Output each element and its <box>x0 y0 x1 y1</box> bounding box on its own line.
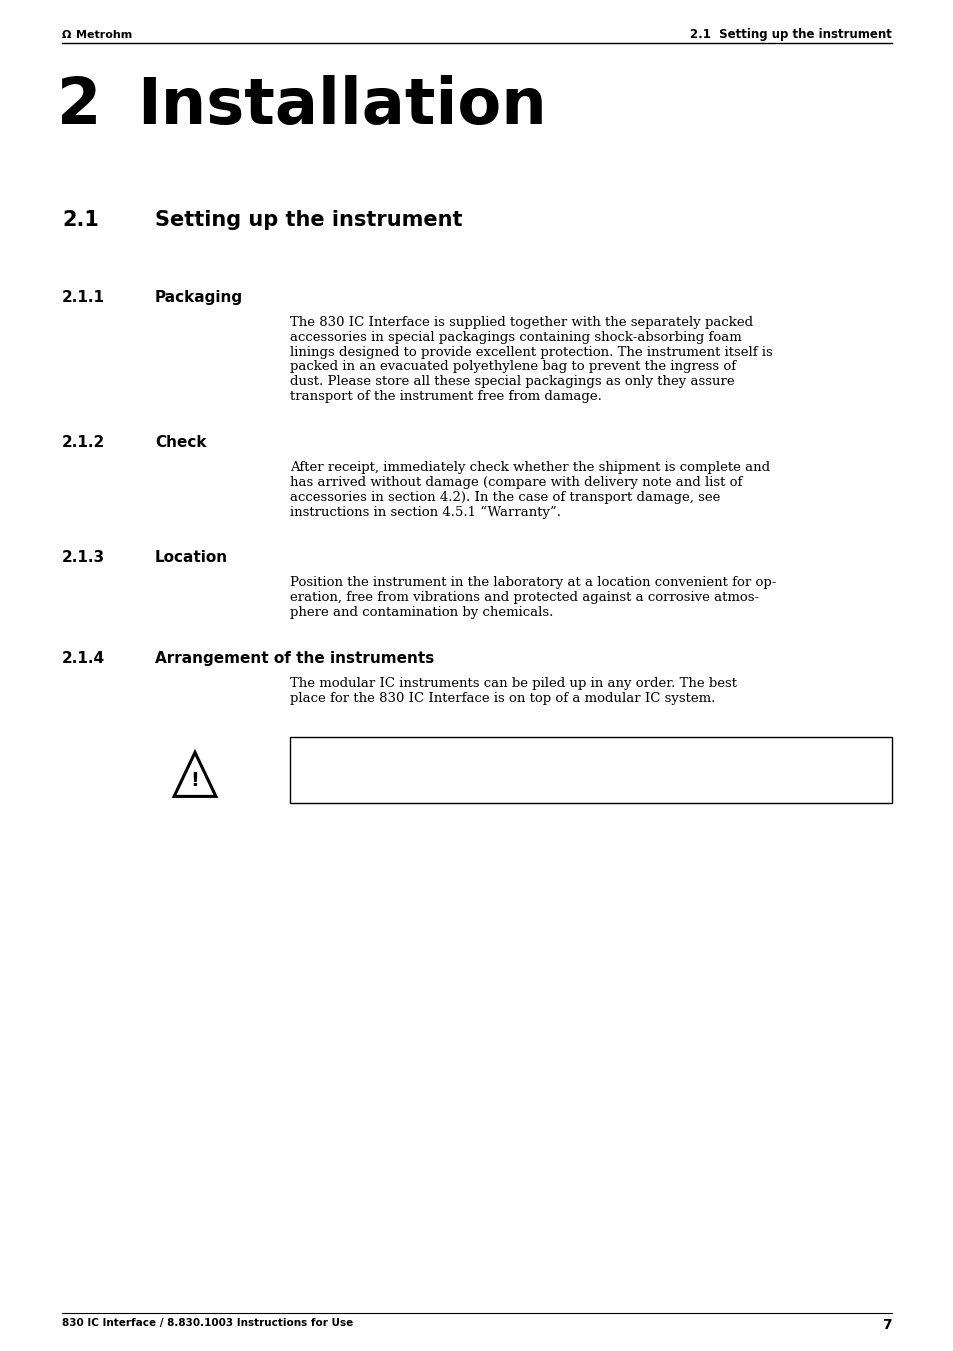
Text: Metrohm: Metrohm <box>76 30 132 41</box>
Text: Installation: Installation <box>137 76 546 136</box>
Text: accessories in section 4.2). In the case of transport damage, see: accessories in section 4.2). In the case… <box>290 490 720 504</box>
Text: Position the instrument in the laboratory at a location convenient for op-: Position the instrument in the laborator… <box>290 577 776 589</box>
FancyBboxPatch shape <box>290 736 891 804</box>
Text: 2.1.2: 2.1.2 <box>62 435 105 450</box>
Text: carrying liquids so that any leaks which may occur in the tubing or: carrying liquids so that any leaks which… <box>297 762 749 774</box>
Text: Packaging: Packaging <box>154 290 243 305</box>
Text: connections cannot cause damage by leakage of liquids (e.g. acid).: connections cannot cause damage by leaka… <box>297 777 747 789</box>
Text: Check: Check <box>154 435 206 450</box>
Text: transport of the instrument free from damage.: transport of the instrument free from da… <box>290 390 601 403</box>
Text: dust. Please store all these special packagings as only they assure: dust. Please store all these special pac… <box>290 376 734 388</box>
Text: 2: 2 <box>57 76 101 136</box>
Text: Setting up the instrument: Setting up the instrument <box>154 209 462 230</box>
Text: Ω: Ω <box>62 30 71 41</box>
Text: The 830 IC Interface is supplied together with the separately packed: The 830 IC Interface is supplied togethe… <box>290 316 752 330</box>
Text: instructions in section 4.5.1 “Warranty”.: instructions in section 4.5.1 “Warranty”… <box>290 505 560 519</box>
Text: linings designed to provide excellent protection. The instrument itself is: linings designed to provide excellent pr… <box>290 346 772 358</box>
Text: 830 IC Interface / 8.830.1003 Instructions for Use: 830 IC Interface / 8.830.1003 Instructio… <box>62 1319 353 1328</box>
Text: phere and contamination by chemicals.: phere and contamination by chemicals. <box>290 607 553 619</box>
Text: Location: Location <box>154 550 228 566</box>
Text: The 830 IC Interface should always be placed above components: The 830 IC Interface should always be pl… <box>297 747 735 759</box>
Text: accessories in special packagings containing shock-absorbing foam: accessories in special packagings contai… <box>290 331 741 343</box>
Text: !: ! <box>191 771 199 790</box>
Text: eration, free from vibrations and protected against a corrosive atmos-: eration, free from vibrations and protec… <box>290 592 759 604</box>
Text: The modular IC instruments can be piled up in any order. The best: The modular IC instruments can be piled … <box>290 677 737 690</box>
Text: place for the 830 IC Interface is on top of a modular IC system.: place for the 830 IC Interface is on top… <box>290 692 715 705</box>
Text: packed in an evacuated polyethylene bag to prevent the ingress of: packed in an evacuated polyethylene bag … <box>290 361 736 373</box>
Text: 2.1.3: 2.1.3 <box>62 550 105 566</box>
Text: 2.1: 2.1 <box>62 209 99 230</box>
Text: Arrangement of the instruments: Arrangement of the instruments <box>154 651 434 666</box>
Text: has arrived without damage (compare with delivery note and list of: has arrived without damage (compare with… <box>290 476 741 489</box>
Text: 7: 7 <box>882 1319 891 1332</box>
Text: 2.1  Setting up the instrument: 2.1 Setting up the instrument <box>689 28 891 41</box>
Text: 2.1.1: 2.1.1 <box>62 290 105 305</box>
Text: 2.1.4: 2.1.4 <box>62 651 105 666</box>
Text: After receipt, immediately check whether the shipment is complete and: After receipt, immediately check whether… <box>290 461 769 474</box>
